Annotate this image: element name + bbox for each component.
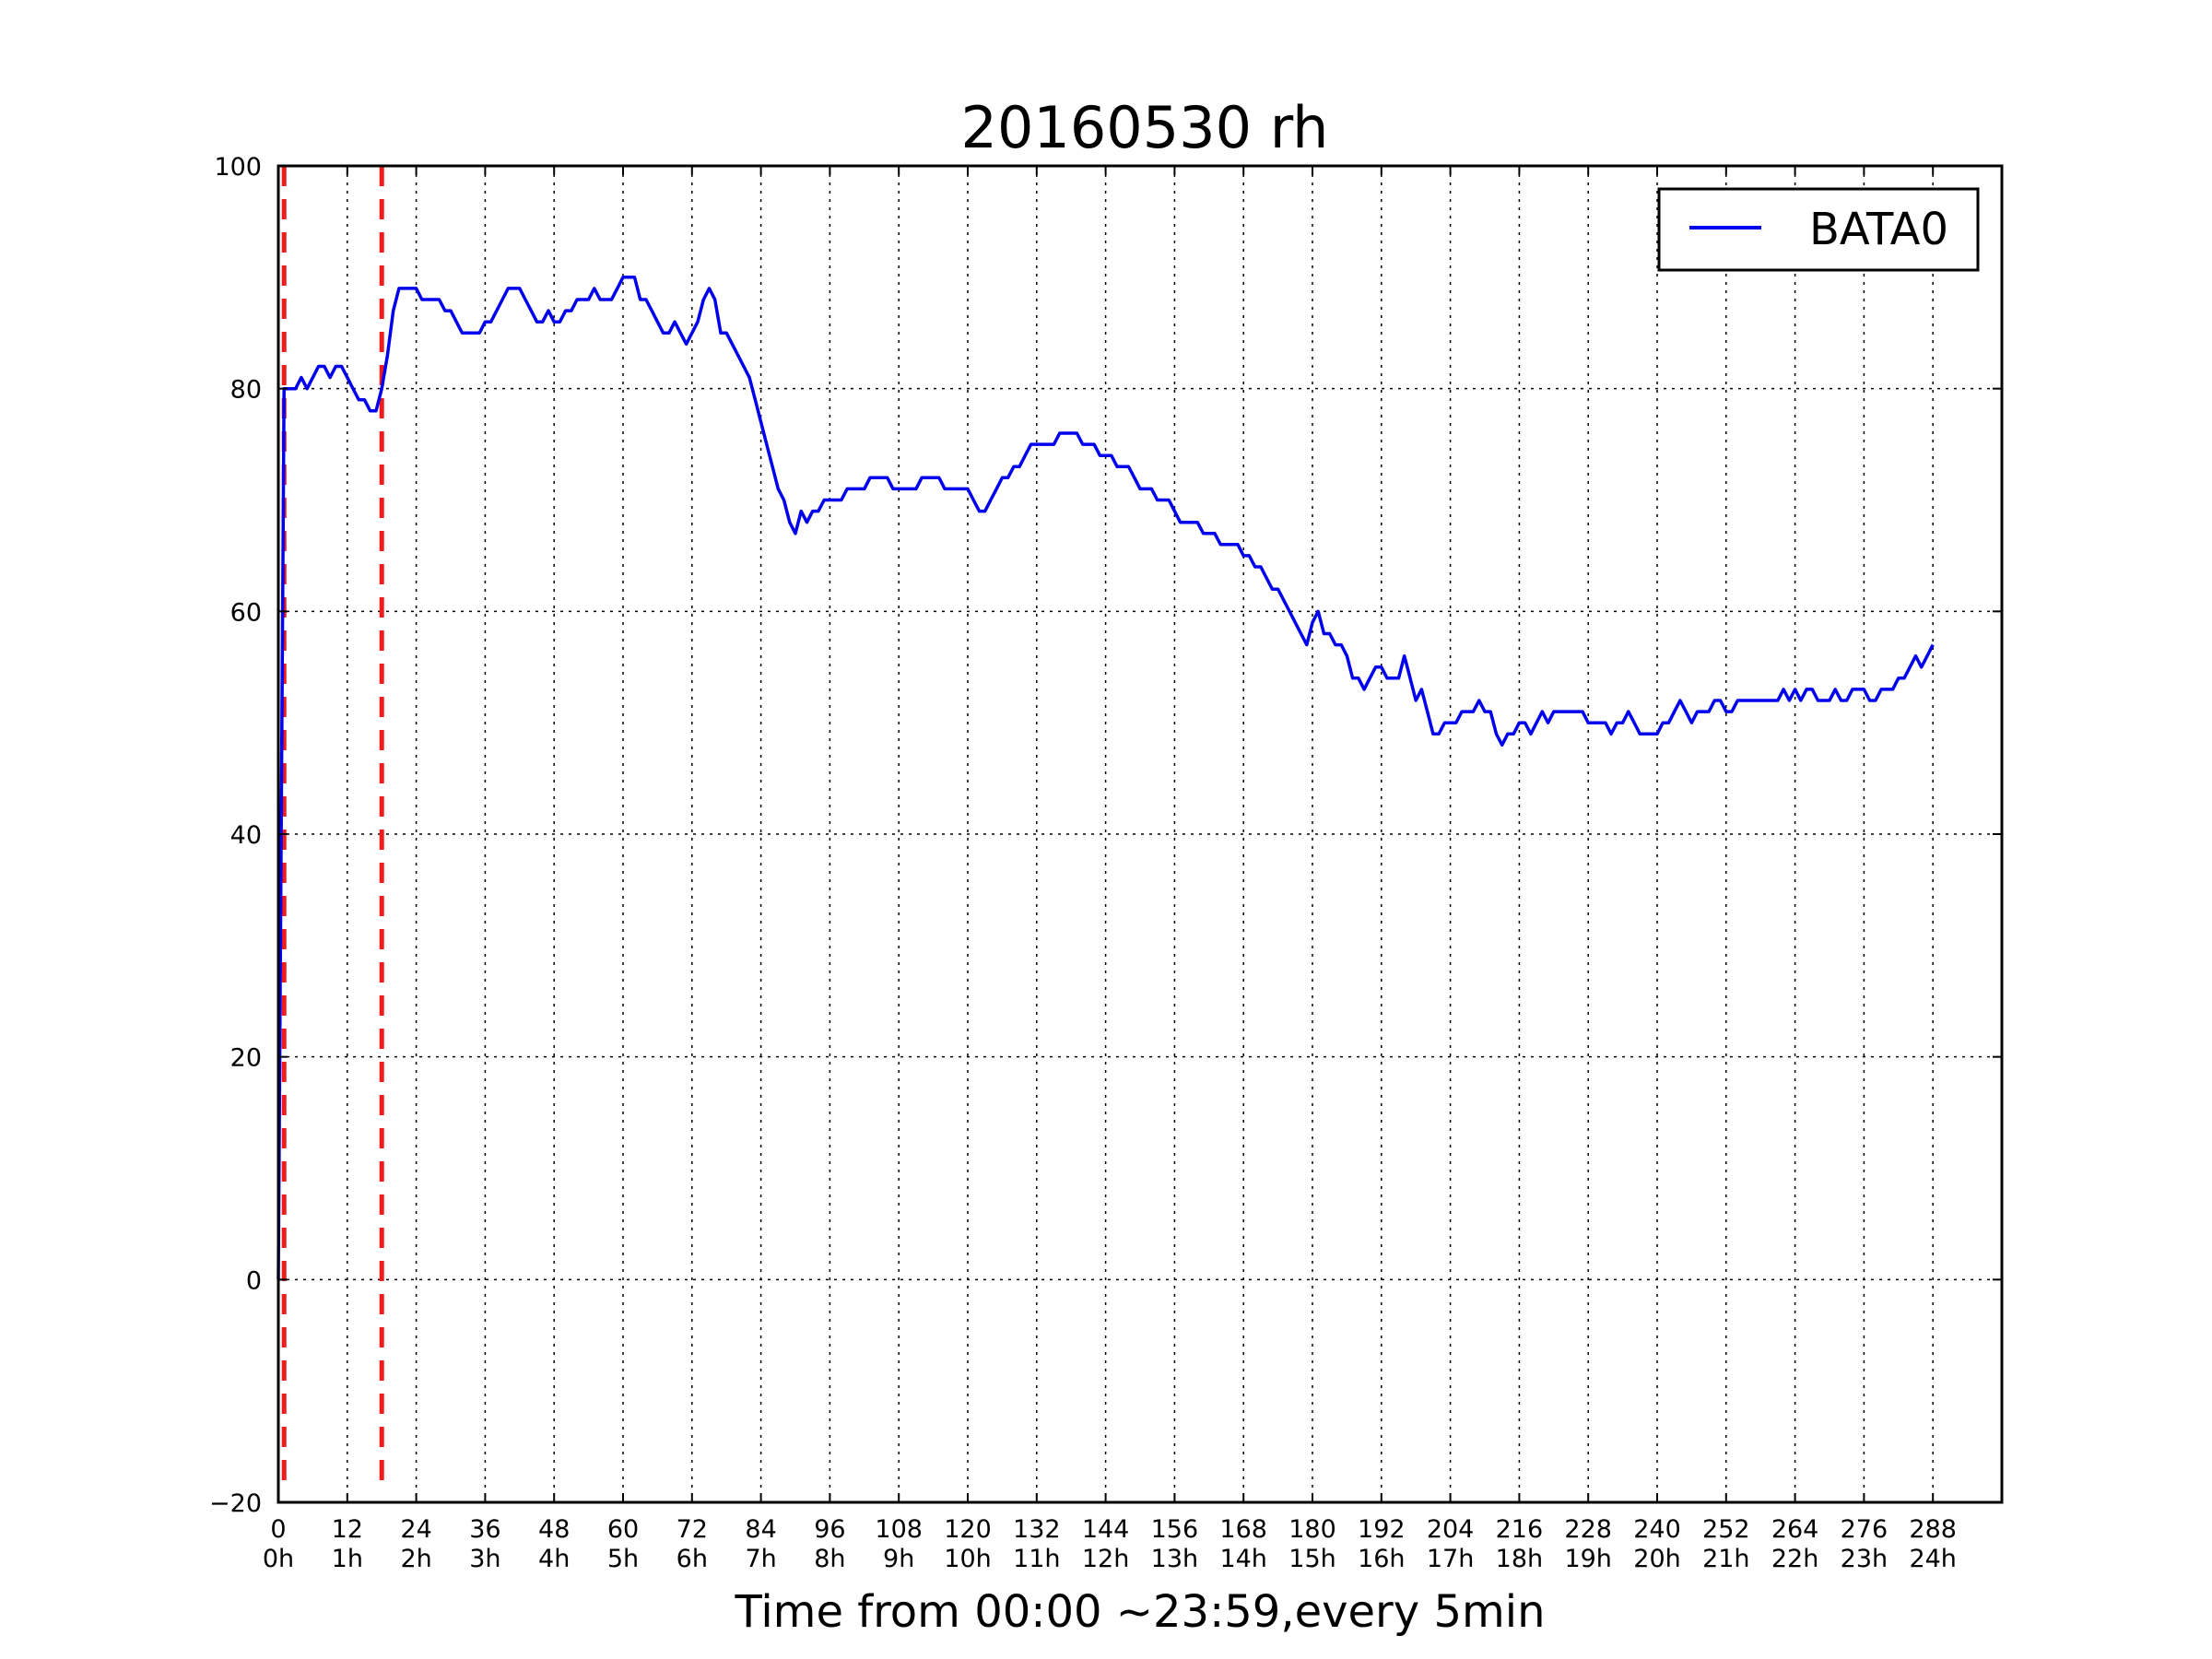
x-tick-label: 48 [538,1515,570,1544]
x-tick-sublabel: 7h [745,1545,776,1573]
x-tick-label: 84 [745,1515,776,1544]
x-tick-label: 252 [1702,1515,1750,1544]
x-tick-label: 36 [469,1515,500,1544]
x-tick-sublabel: 22h [1771,1545,1818,1573]
x-tick-label: 0 [270,1515,286,1544]
x-tick-sublabel: 1h [332,1545,363,1573]
x-tick-label: 240 [1633,1515,1681,1544]
x-tick-sublabel: 21h [1702,1545,1749,1573]
y-tick-label: 100 [214,153,262,182]
x-tick-label: 228 [1564,1515,1612,1544]
x-tick-sublabel: 11h [1013,1545,1060,1573]
legend-box [1657,187,1980,272]
x-tick-label: 144 [1082,1515,1130,1544]
x-tick-sublabel: 15h [1288,1545,1335,1573]
x-tick-label: 156 [1151,1515,1199,1544]
x-tick-label: 72 [677,1515,708,1544]
x-tick-label: 216 [1496,1515,1544,1544]
y-axis-ticks: −20 0 20 40 60 80 100 [209,153,2002,1518]
x-tick-sublabel: 24h [1909,1545,1956,1573]
x-tick-sublabel: 12h [1082,1545,1129,1573]
x-tick-label: 108 [875,1515,923,1544]
x-tick-sublabel: 4h [538,1545,570,1573]
x-tick-label: 180 [1288,1515,1336,1544]
x-tick-sublabel: 0h [263,1545,294,1573]
x-tick-sublabel: 19h [1564,1545,1611,1573]
chart-title: 20160530 rh [961,94,1329,161]
x-tick-label: 288 [1909,1515,1957,1544]
x-tick-sublabel: 10h [944,1545,991,1573]
x-tick-label: 24 [400,1515,431,1544]
y-tick-label: 0 [246,1266,262,1295]
x-tick-label: 132 [1013,1515,1061,1544]
x-tick-sublabel: 3h [469,1545,500,1573]
y-tick-label: 60 [230,598,262,627]
x-tick-sublabel: 2h [400,1545,431,1573]
y-tick-label: 80 [230,376,262,405]
x-tick-label: 204 [1427,1515,1475,1544]
y-tick-label: 20 [230,1044,262,1073]
x-tick-sublabel: 8h [814,1545,845,1573]
y-tick-label: −20 [209,1489,262,1518]
x-tick-sublabel: 13h [1151,1545,1198,1573]
x-tick-label: 264 [1771,1515,1819,1544]
x-tick-label: 12 [332,1515,363,1544]
legend-label-bata0: BATA0 [1809,204,1948,255]
x-tick-label: 192 [1358,1515,1406,1544]
x-tick-label: 276 [1841,1515,1888,1544]
x-tick-sublabel: 17h [1427,1545,1474,1573]
x-tick-sublabel: 16h [1358,1545,1405,1573]
x-tick-label: 96 [814,1515,845,1544]
x-tick-sublabel: 20h [1633,1545,1680,1573]
series-line-bata0 [276,276,1935,1280]
series-layer [276,276,1935,1280]
x-tick-sublabel: 5h [607,1545,639,1573]
y-tick-label: 40 [230,821,262,850]
x-tick-label: 168 [1219,1515,1267,1544]
x-axis-label: Time from 00:00 ~23:59,every 5min [735,1586,1546,1638]
x-tick-sublabel: 18h [1496,1545,1543,1573]
x-tick-sublabel: 23h [1841,1545,1888,1573]
x-tick-label: 60 [607,1515,639,1544]
reference-lines [281,166,384,1486]
legend: BATA0 [1657,187,1980,272]
x-tick-sublabel: 14h [1219,1545,1266,1573]
x-tick-sublabel: 9h [883,1545,914,1573]
x-tick-sublabel: 6h [677,1545,708,1573]
x-tick-label: 120 [944,1515,992,1544]
